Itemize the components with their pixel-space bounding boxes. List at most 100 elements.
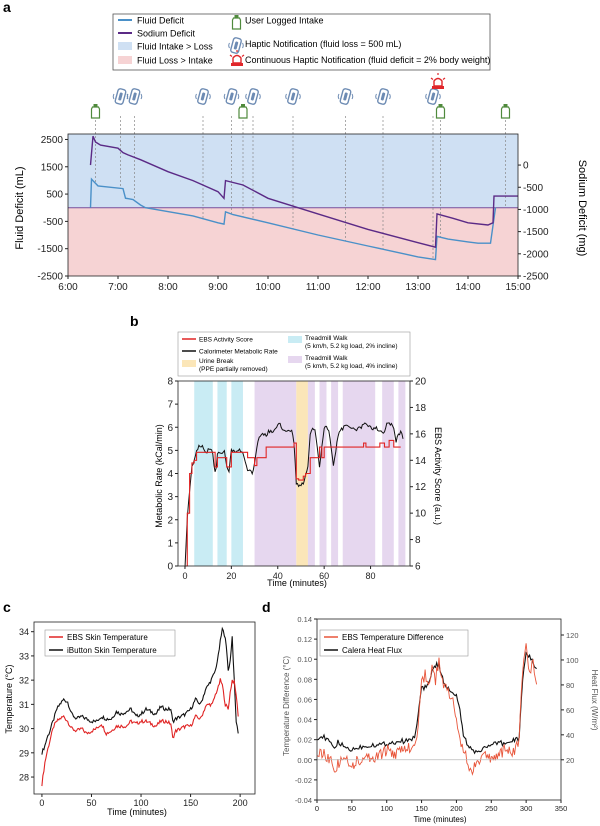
haptic-marker-icon xyxy=(126,88,143,105)
bottle-body xyxy=(231,17,242,30)
panel-a-axes: 2500 1500 500 -500 -1500 -2500 0 -500 -1000 -1500… xyxy=(37,133,549,293)
x-tick-label: 11:00 xyxy=(306,282,331,293)
haptic-core xyxy=(250,92,256,101)
ebs-activity-line xyxy=(184,439,401,567)
y-tick-label: 0 xyxy=(167,562,173,573)
shade-walk4 xyxy=(382,381,394,566)
panel-b-label: b xyxy=(130,313,139,329)
y-tick-label: 0.02 xyxy=(297,736,312,745)
haptic-core xyxy=(380,92,386,101)
panel-b-legend: EBS Activity Score Calorimeter Metabolic… xyxy=(177,331,411,377)
panel-c-label: c xyxy=(3,599,11,615)
haptic-wave xyxy=(140,93,143,100)
y-right-tick-label: -500 xyxy=(523,183,543,194)
y-right-tick-label: 20 xyxy=(566,756,574,765)
haptic-core xyxy=(343,92,348,101)
x-tick-label: 6:00 xyxy=(58,282,78,293)
y-tick-label: 0.12 xyxy=(297,635,312,644)
legend-c-ibutton: iButton Skin Temperature xyxy=(67,646,157,655)
ibutton-line xyxy=(41,626,239,755)
y-tick-label: 32 xyxy=(19,676,29,686)
y-tick-label: 0.00 xyxy=(297,756,312,765)
y-tick-label: 5 xyxy=(167,446,173,457)
y-tick-label: 2 xyxy=(167,515,173,526)
x-tick-label: 50 xyxy=(86,798,96,808)
legend-b-walk2: Treadmill Walk xyxy=(305,335,348,342)
haptic-wave xyxy=(228,42,230,49)
x-tick-label: 350 xyxy=(555,804,568,813)
haptic-marker-icon xyxy=(375,88,391,105)
y-right-tick-label: 60 xyxy=(566,706,574,715)
x-tick-label: 9:00 xyxy=(208,282,228,293)
legend-fluid-deficit: Fluid Deficit xyxy=(137,16,185,26)
shade-walk4 xyxy=(254,381,297,566)
plot-frame xyxy=(33,621,256,795)
legend-b-urine-sub: (PPE partially removed) xyxy=(199,366,268,373)
panel-d-axes: -0.04 -0.02 0.00 0.02 0.04 0.06 0.08 0.10 0.12 0.… xyxy=(295,615,579,813)
legend-user-intake: User Logged Intake xyxy=(245,16,324,26)
shade-walk2 xyxy=(194,381,213,566)
intake-marker-icon xyxy=(238,104,248,119)
y-tick-label: -500 xyxy=(43,217,63,228)
y-right-tick-label: -2500 xyxy=(523,272,549,283)
panel-a: a Fluid Deficit Sodium Deficit Fluid Int… xyxy=(3,0,588,293)
shade-walk2 xyxy=(231,381,243,566)
x-tick-label: 0 xyxy=(182,571,187,581)
legend-b-walk4-sub: (5 km/h, 5.2 kg load, 4% incline) xyxy=(305,363,398,370)
y-tick-label: -1500 xyxy=(37,244,63,255)
panel-c-series xyxy=(41,626,239,787)
x-tick-label: 14:00 xyxy=(455,282,480,293)
y-tick-label: -0.02 xyxy=(295,776,312,785)
panel-c-xlabel: Time (minutes) xyxy=(107,807,167,817)
bottle-body xyxy=(90,106,101,119)
legend-d-ebs: EBS Temperature Difference xyxy=(342,633,444,642)
x-tick-label: 250 xyxy=(485,804,498,813)
panel-d-xlabel: Time (minutes) xyxy=(413,815,466,824)
intake-marker-icon xyxy=(435,104,446,119)
x-tick-label: 15:00 xyxy=(505,282,530,293)
shade-walk4 xyxy=(398,381,406,566)
haptic-wave xyxy=(285,93,287,100)
x-tick-label: 0 xyxy=(39,798,44,808)
shade-walk4 xyxy=(342,381,376,566)
alarm-dome xyxy=(433,77,443,87)
haptic-marker-icon xyxy=(223,88,240,105)
y-right-tick-label: -2000 xyxy=(523,249,549,260)
haptic-wave xyxy=(112,93,115,100)
sodium-deficit-line xyxy=(89,135,518,249)
x-tick-label: 40 xyxy=(273,571,283,581)
haptic-marker-icon xyxy=(245,88,261,105)
y-right-tick-label: -1500 xyxy=(523,227,549,238)
y-right-tick-label: 14 xyxy=(415,456,427,467)
haptic-core xyxy=(233,41,239,50)
x-tick-label: 80 xyxy=(366,571,376,581)
legend-loss-gt-intake: Fluid Loss > Intake xyxy=(137,56,213,66)
x-tick-label: 100 xyxy=(380,804,393,813)
legend-b-cal: Calorimeter Metabolic Rate xyxy=(199,349,278,356)
haptic-wave xyxy=(195,93,197,100)
legend-c-ebs: EBS Skin Temperature xyxy=(67,633,148,642)
legend-b-urine: Urine Break xyxy=(199,358,234,365)
y-right-tick-label: 6 xyxy=(415,562,421,573)
panel-a-background xyxy=(68,134,518,276)
haptic-marker-icon xyxy=(337,88,354,105)
y-tick-label: 3 xyxy=(167,492,173,503)
haptic-wave xyxy=(245,93,247,100)
legend-intake-gt-loss: Fluid Intake > Loss xyxy=(137,42,213,52)
haptic-wave xyxy=(209,93,211,100)
bottle-cap xyxy=(234,15,239,18)
panel-c-axes: 28 29 30 31 32 33 34 0 50 100 150 200 xyxy=(19,621,256,808)
ebs-skin-line xyxy=(41,678,239,787)
y-right-tick-label: 12 xyxy=(415,482,427,493)
x-tick-label: 150 xyxy=(183,798,198,808)
haptic-icon xyxy=(228,37,244,54)
y-tick-label: 0.06 xyxy=(297,695,312,704)
y-right-tick-label: -1000 xyxy=(523,205,549,216)
legend-b-walk2-sub: (5 km/h, 5.2 kg load, 2% incline) xyxy=(305,343,398,350)
haptic-core xyxy=(290,92,296,101)
alarm-base xyxy=(432,86,444,89)
x-tick-label: 20 xyxy=(226,571,236,581)
y-tick-label: 1500 xyxy=(41,162,64,173)
x-tick-label: 60 xyxy=(319,571,329,581)
